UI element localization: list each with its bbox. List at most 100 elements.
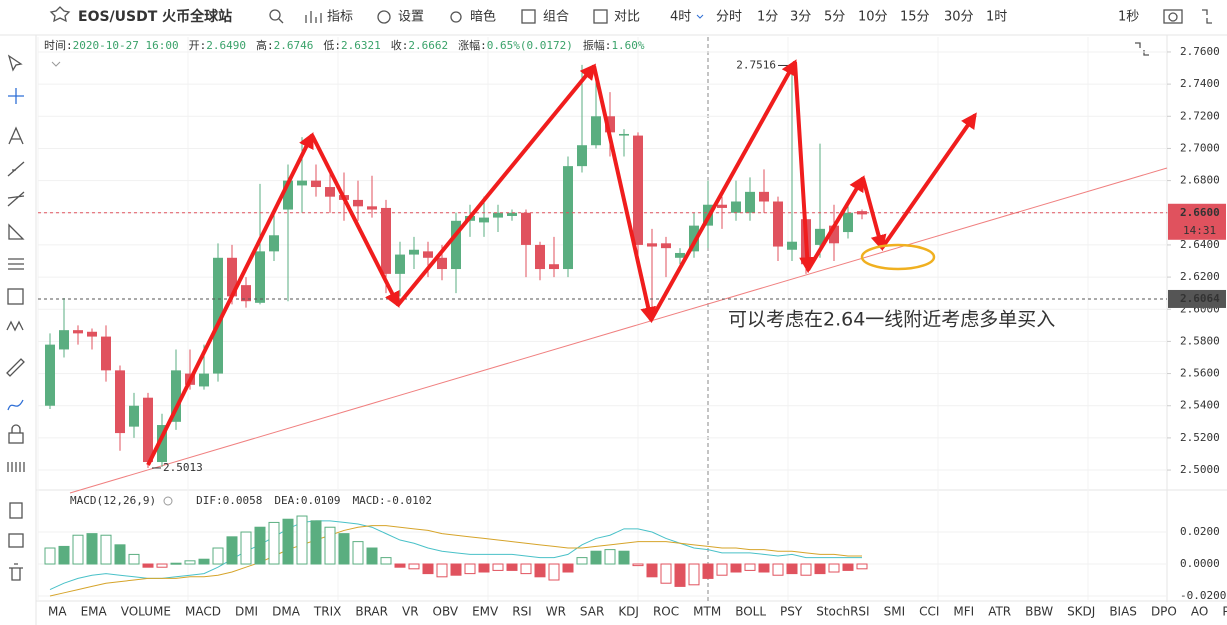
- macd-bar: [44, 547, 56, 565]
- interval-button[interactable]: 1分: [757, 10, 778, 25]
- indicator-tab[interactable]: TRIX: [313, 605, 341, 619]
- interval-button[interactable]: 10分: [858, 10, 888, 25]
- indicator-tab[interactable]: MA: [48, 605, 67, 619]
- info-value: 2.6321: [341, 39, 381, 52]
- y-tick-label: 0.0000: [1180, 557, 1220, 570]
- indicator-tab[interactable]: VR: [402, 605, 419, 619]
- candle-body: [87, 331, 97, 337]
- macd-bar: [436, 563, 448, 578]
- candle-body: [255, 251, 265, 303]
- refresh[interactable]: 1秒: [1118, 10, 1139, 25]
- indicator-tab[interactable]: WR: [546, 605, 566, 619]
- tool-button[interactable]: 组合: [543, 10, 569, 25]
- candle-body: [829, 225, 839, 244]
- indicator-tab[interactable]: RSI: [512, 605, 532, 619]
- macd-bar: [394, 563, 406, 568]
- macd-pane: 0.0200 0.0000 -0.0200 MACD(12,26,9) DIF:0.00…: [38, 494, 1226, 602]
- interval-button[interactable]: 分时: [716, 10, 742, 25]
- collapse-icon[interactable]: [51, 61, 61, 67]
- candle-body: [675, 252, 685, 258]
- indicator-tab[interactable]: KDJ: [618, 605, 639, 619]
- macd-bar: [254, 526, 266, 565]
- tool-button[interactable]: 指标: [327, 10, 353, 25]
- settings-icon[interactable]: [163, 496, 173, 506]
- indicator-tab[interactable]: DMI: [235, 605, 258, 619]
- interval-button[interactable]: 15分: [900, 10, 930, 25]
- symbol[interactable]: EOS/USDT 火币全球站: [78, 8, 232, 25]
- candle-body: [297, 180, 307, 186]
- macd-bar: [128, 553, 140, 565]
- macd-line: [49, 525, 862, 597]
- sidebar-icons[interactable]: [6, 6, 1212, 581]
- candle-body: [717, 204, 727, 208]
- y-tick-label: 2.5000: [1180, 463, 1220, 476]
- indicator-tab[interactable]: SAR: [580, 605, 604, 619]
- macd-bar: [814, 563, 826, 575]
- indicator-tab[interactable]: DPO: [1151, 605, 1177, 619]
- indicator-tab[interactable]: MFI: [953, 605, 974, 619]
- low-mark-label: 2.5013: [163, 461, 203, 474]
- indicator-tab[interactable]: ATR: [988, 605, 1011, 619]
- macd-bar: [828, 563, 840, 573]
- indicator-tab[interactable]: Position: [1222, 605, 1227, 619]
- indicator-tab[interactable]: CCI: [919, 605, 939, 619]
- info-value: 2020-10-27 16:00: [73, 39, 179, 52]
- candle-body: [73, 330, 83, 334]
- tool-button[interactable]: 设置: [398, 10, 424, 25]
- indicator-tab[interactable]: EMA: [81, 605, 108, 619]
- indicator-tab[interactable]: StochRSI: [816, 605, 869, 619]
- candle-body: [661, 243, 671, 249]
- candle-body: [451, 220, 461, 270]
- indicator-tab[interactable]: PSY: [780, 605, 803, 619]
- indicator-tab[interactable]: VOLUME: [121, 605, 171, 619]
- candle-body: [283, 180, 293, 210]
- indicator-tab[interactable]: OBV: [433, 605, 459, 619]
- macd-readout: MACD:-0.0102: [353, 494, 432, 507]
- macd-readout: DIF:0.0058: [196, 494, 262, 507]
- indicator-tab[interactable]: BRAR: [355, 605, 388, 619]
- candle-body: [143, 397, 153, 463]
- candle-body: [507, 212, 517, 216]
- macd-bar: [632, 563, 644, 567]
- macd-bar: [534, 563, 546, 578]
- interval-button[interactable]: 1时: [986, 10, 1007, 25]
- candle-body: [227, 257, 237, 297]
- macd-bar: [114, 544, 126, 565]
- interval-button[interactable]: 5分: [824, 10, 845, 25]
- candle-body: [353, 199, 363, 207]
- indicator-tab[interactable]: BBW: [1025, 605, 1053, 619]
- indicator-tab[interactable]: EMV: [472, 605, 499, 619]
- tool-button[interactable]: 对比: [614, 10, 640, 25]
- interval-button[interactable]: 30分: [944, 10, 974, 25]
- indicator-tab[interactable]: DMA: [272, 605, 301, 619]
- y-tick-label: 2.6800: [1180, 174, 1220, 187]
- toolbar: [0, 0, 1227, 35]
- indicator-tab[interactable]: MACD: [185, 605, 221, 619]
- interval-button[interactable]: 3分: [790, 10, 811, 25]
- info-value: 0.65%(0.0172): [487, 39, 573, 52]
- arrow: [861, 177, 887, 252]
- candle-body: [311, 180, 321, 188]
- macd-bar: [240, 531, 252, 565]
- candle-body: [633, 135, 643, 245]
- indicator-tab[interactable]: BOLL: [735, 605, 766, 619]
- candle-body: [549, 264, 559, 270]
- indicator-tab[interactable]: SKDJ: [1067, 605, 1095, 619]
- interval-button[interactable]: 4时: [670, 10, 691, 25]
- macd-bar: [562, 563, 574, 573]
- macd-legend: MACD(12,26,9): [70, 494, 156, 507]
- candle-body: [577, 145, 587, 167]
- macd-bar: [352, 541, 364, 565]
- indicator-tab[interactable]: SMI: [884, 605, 906, 619]
- macd-bar: [492, 563, 504, 571]
- macd-bar: [702, 563, 714, 579]
- indicator-tab[interactable]: AO: [1191, 605, 1208, 619]
- info-item: 涨幅:0.65%(0.0172): [458, 39, 573, 52]
- indicator-tab[interactable]: BIAS: [1109, 605, 1137, 619]
- indicator-tab[interactable]: MTM: [693, 605, 721, 619]
- tool-button[interactable]: 暗色: [470, 9, 496, 25]
- macd-bar: [660, 563, 672, 584]
- annotations: 可以考虑在2.64一线附近考虑多单买入: [146, 59, 1055, 466]
- indicator-tab[interactable]: ROC: [653, 605, 679, 619]
